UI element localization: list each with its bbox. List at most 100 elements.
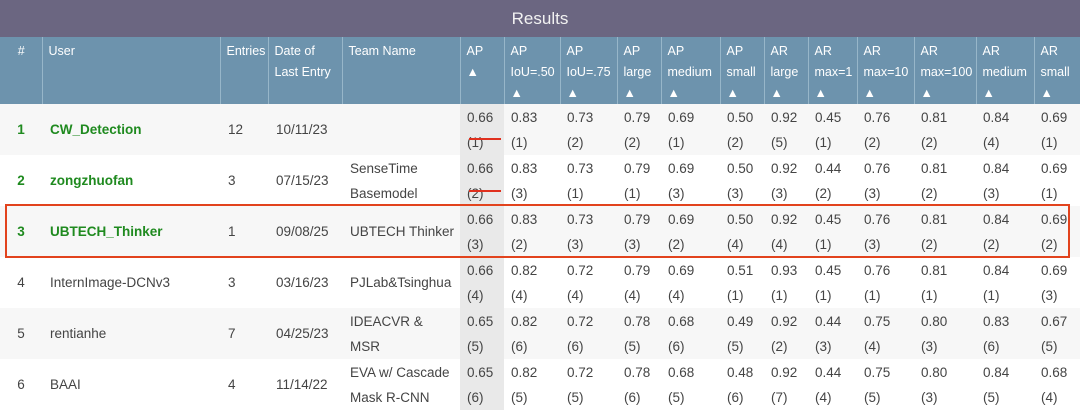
metric-value: 0.68	[1041, 364, 1068, 380]
metric-rank: (1)	[511, 134, 528, 150]
metric-rank: (1)	[1041, 185, 1058, 201]
metric-cell: 0.80 (3)	[914, 359, 976, 410]
col-ar-max100-header[interactable]: AR max=100 ▲	[913, 37, 976, 104]
metric-cell: 0.84 (4)	[976, 104, 1034, 155]
metric-value: 0.76	[864, 211, 891, 227]
col-ap75-header[interactable]: AP IoU=.75 ▲	[559, 37, 617, 104]
metric-cell: 0.83 (1)	[504, 104, 560, 155]
metric-cell: 0.92 (3)	[764, 155, 808, 206]
metric-value: 0.69	[1041, 262, 1068, 278]
metric-value: 0.50	[727, 160, 754, 176]
metric-cell: 0.45 (1)	[808, 104, 857, 155]
metric-rank: (3)	[864, 185, 881, 201]
header-row: # User Entries Date of Last Entry Team N…	[0, 37, 1080, 104]
col-date-header[interactable]: Date of Last Entry	[267, 37, 342, 104]
metric-rank: (1)	[815, 287, 832, 303]
metric-cell: 0.84 (5)	[976, 359, 1034, 410]
metric-value: 0.80	[921, 313, 948, 329]
metric-value: 0.66	[467, 211, 494, 227]
leaderboard-table: # User Entries Date of Last Entry Team N…	[0, 37, 1080, 410]
metric-cell: 0.92 (4)	[764, 206, 808, 257]
metric-rank: (2)	[815, 185, 832, 201]
team-cell: IDEACVR & MSR	[350, 313, 423, 354]
metric-value: 0.45	[815, 262, 842, 278]
metric-value: 0.84	[983, 160, 1010, 176]
col-ap50-header[interactable]: AP IoU=.50 ▲	[503, 37, 560, 104]
user-cell[interactable]: CW_Detection	[50, 122, 142, 137]
col-ap-header[interactable]: AP ▲	[459, 37, 504, 104]
metric-rank: (2)	[511, 236, 528, 252]
metric-rank: (6)	[624, 389, 641, 405]
metric-value: 0.92	[771, 364, 798, 380]
metric-rank: (3)	[511, 185, 528, 201]
metric-rank: (1)	[921, 287, 938, 303]
metric-rank: (2)	[921, 236, 938, 252]
metric-value: 0.72	[567, 262, 594, 278]
metric-cell: 0.75 (5)	[857, 359, 914, 410]
date-cell: 09/08/25	[276, 224, 329, 239]
entries-cell: 12	[228, 122, 244, 137]
leaderboard-body: 1 CW_Detection 12 10/11/23 0.66 (1) 0.83 (1) 0.7…	[0, 104, 1080, 410]
metric-cell: 0.48 (6)	[720, 359, 764, 410]
col-user-header[interactable]: User	[41, 37, 220, 104]
metric-value: 0.84	[983, 262, 1010, 278]
metric-rank: (3)	[921, 389, 938, 405]
col-ar-medium-header[interactable]: AR medium ▲	[975, 37, 1034, 104]
metric-rank: (4)	[567, 287, 584, 303]
col-ar-max10-header[interactable]: AR max=10 ▲	[856, 37, 914, 104]
col-ap-large-header[interactable]: AP large ▲	[616, 37, 661, 104]
entries-cell: 3	[228, 275, 236, 290]
metric-rank: (7)	[771, 389, 788, 405]
metric-rank: (6)	[983, 338, 1000, 354]
ap-cell: 0.66 (2)	[460, 155, 504, 206]
metric-value: 0.66	[467, 160, 494, 176]
metric-cell: 0.80 (3)	[914, 308, 976, 359]
metric-rank: (3)	[1041, 287, 1058, 303]
metric-rank: (2)	[983, 236, 1000, 252]
metric-cell: 0.84 (1)	[976, 257, 1034, 308]
col-team-header[interactable]: Team Name	[341, 37, 460, 104]
metric-value: 0.84	[983, 109, 1010, 125]
metric-rank: (3)	[864, 236, 881, 252]
metric-cell: 0.81 (2)	[914, 104, 976, 155]
table-row: 3 UBTECH_Thinker 1 09/08/25 UBTECH Thinker 0.…	[0, 206, 1080, 257]
metric-value: 0.50	[727, 211, 754, 227]
metric-value: 0.65	[467, 313, 494, 329]
metric-value: 0.75	[864, 364, 891, 380]
rank-cell: 3	[17, 224, 25, 239]
metric-value: 0.92	[771, 160, 798, 176]
metric-cell: 0.76 (3)	[857, 155, 914, 206]
col-ar-max1-header[interactable]: AR max=1 ▲	[807, 37, 857, 104]
metric-rank: (2)	[567, 134, 584, 150]
metric-rank: (1)	[815, 236, 832, 252]
metric-value: 0.65	[467, 364, 494, 380]
col-rank-header[interactable]: #	[0, 37, 42, 104]
metric-value: 0.84	[983, 364, 1010, 380]
ap-cell: 0.66 (1)	[460, 104, 504, 155]
col-ar-small-header[interactable]: AR small ▲	[1033, 37, 1080, 104]
metric-value: 0.80	[921, 364, 948, 380]
metric-rank: (5)	[983, 389, 1000, 405]
metric-cell: 0.67 (5)	[1034, 308, 1080, 359]
metric-rank: (2)	[921, 185, 938, 201]
rank-cell: 6	[17, 377, 25, 392]
metric-cell: 0.44 (4)	[808, 359, 857, 410]
metric-cell: 0.79 (4)	[617, 257, 661, 308]
user-cell[interactable]: zongzhuofan	[50, 173, 134, 188]
user-cell[interactable]: UBTECH_Thinker	[50, 224, 163, 239]
metric-rank: (1)	[567, 185, 584, 201]
metric-rank: (2)	[727, 134, 744, 150]
col-ap-small-header[interactable]: AP small ▲	[719, 37, 764, 104]
metric-cell: 0.81 (2)	[914, 155, 976, 206]
metric-rank: (5)	[467, 338, 484, 354]
metric-value: 0.92	[771, 211, 798, 227]
metric-cell: 0.45 (1)	[808, 206, 857, 257]
col-entries-header[interactable]: Entries	[219, 37, 268, 104]
col-ar-large-header[interactable]: AR large ▲	[763, 37, 808, 104]
date-cell: 11/14/22	[276, 377, 328, 392]
col-ap-medium-header[interactable]: AP medium ▲	[660, 37, 720, 104]
metric-rank: (4)	[624, 287, 641, 303]
metric-cell: 0.76 (2)	[857, 104, 914, 155]
metric-cell: 0.51 (1)	[720, 257, 764, 308]
metric-cell: 0.49 (5)	[720, 308, 764, 359]
